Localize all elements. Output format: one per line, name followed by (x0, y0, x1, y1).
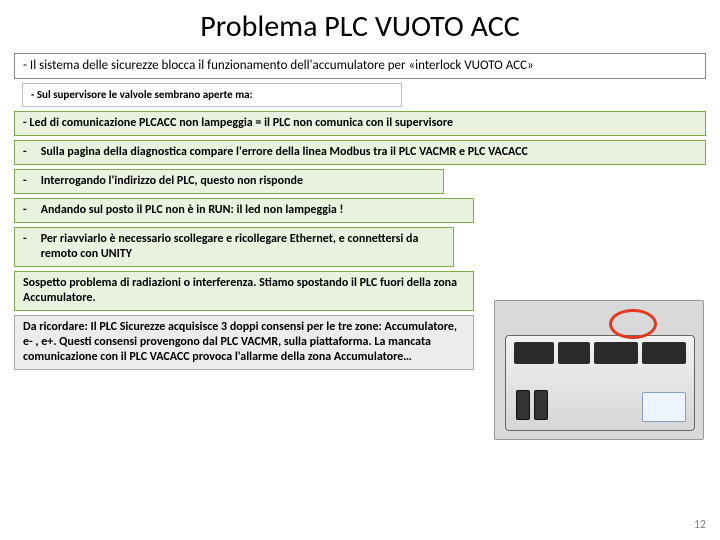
plc-slot (642, 342, 686, 364)
plc-label (642, 392, 686, 422)
bullet-box-3: - Andando sul posto il PLC non è in RUN:… (14, 198, 474, 223)
bullet-box-2: - Interrogando l'indirizzo del PLC, ques… (14, 169, 444, 194)
sub-note-box: - Sul supervisore le valvole sembrano ap… (22, 83, 402, 107)
bullet-dash: - (23, 203, 27, 218)
reminder-box: Da ricordare: Il PLC Sicurezze acquisisc… (14, 315, 474, 370)
bullet-text: Interrogando l'indirizzo del PLC, questo… (41, 174, 435, 189)
bullet-text: Per riavviarlo è necessario scollegare e… (41, 232, 445, 262)
page-title: Problema PLC VUOTO ACC (0, 0, 720, 49)
bullet-text: Andando sul posto il PLC non è in RUN: i… (41, 203, 465, 218)
plc-port (534, 390, 548, 420)
suspect-box: Sospetto problema di radiazioni o interf… (14, 271, 474, 311)
intro-box: - Il sistema delle sicurezze blocca il f… (14, 53, 706, 79)
page-number: 12 (694, 518, 706, 532)
highlight-circle-icon (609, 309, 657, 339)
bullet-text: Sulla pagina della diagnostica compare l… (41, 145, 697, 160)
bullet-box-4: - Per riavviarlo è necessario scollegare… (14, 227, 454, 267)
plc-slot (514, 342, 554, 364)
bullet-dash: - (23, 145, 27, 160)
plc-slot (558, 342, 590, 364)
plc-slot (594, 342, 638, 364)
green-note-1: - Led di comunicazione PLCACC non lampeg… (14, 111, 706, 136)
bullet-box-1: - Sulla pagina della diagnostica compare… (14, 140, 706, 165)
plc-body (505, 335, 695, 431)
plc-hardware-image (494, 300, 704, 440)
bullet-dash: - (23, 174, 27, 189)
bullet-dash: - (23, 232, 27, 262)
plc-port (516, 390, 530, 420)
